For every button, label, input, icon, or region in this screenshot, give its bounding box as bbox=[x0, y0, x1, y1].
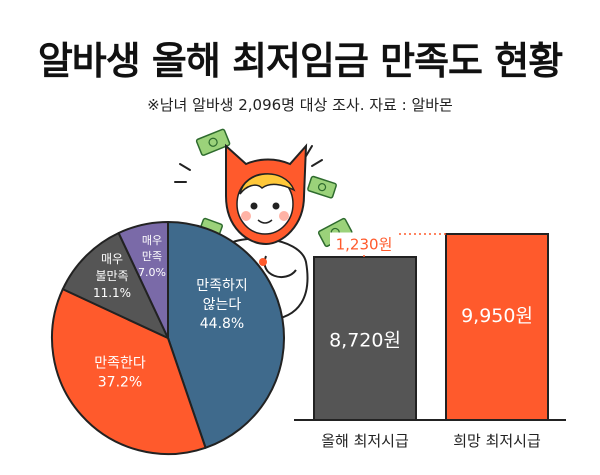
bar-value-label: 8,720원 bbox=[329, 330, 401, 352]
money-bill-icon bbox=[307, 175, 337, 199]
pie-slice bbox=[61, 232, 169, 339]
pie-slice-label: 만족한다 37.2% bbox=[94, 355, 146, 390]
difference-label: 1,230원 bbox=[336, 235, 393, 253]
pie-slice-label: 매우 불만족 11.1% bbox=[93, 252, 131, 300]
pie-slice bbox=[51, 288, 207, 455]
bar-category-label: 희망 최저시급 bbox=[453, 432, 541, 450]
pie-chart: 만족하지 않는다 44.8% 만족한다 37.2% 매우 불만족 11.1%매우 만족 7.0% bbox=[51, 221, 285, 455]
pie-slice-label: 매우 만족 7.0% bbox=[138, 234, 166, 279]
page-subtitle: ※남녀 알바생 2,096명 대상 조사. 자료 : 알바몬 bbox=[147, 96, 453, 114]
bar bbox=[445, 233, 549, 421]
bar bbox=[313, 256, 417, 421]
pie-slice-label: 만족하지 않는다 44.8% bbox=[196, 278, 248, 332]
money-bill-icon bbox=[195, 128, 231, 156]
page-title: 알바생 올해 최저임금 만족도 현황 bbox=[37, 39, 563, 83]
sparkle-icon bbox=[174, 145, 323, 183]
bar-value-label: 9,950원 bbox=[461, 305, 533, 327]
bar-category-label: 올해 최저시급 bbox=[321, 432, 409, 450]
pie-slice bbox=[167, 221, 285, 449]
difference-label-bg bbox=[330, 232, 398, 255]
pie-slice bbox=[117, 221, 169, 339]
